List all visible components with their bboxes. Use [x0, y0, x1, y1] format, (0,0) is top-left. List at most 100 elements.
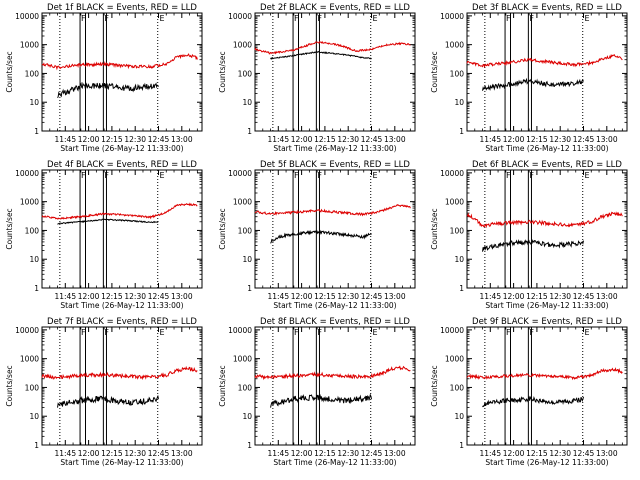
x-tick-label: 12:45 — [361, 292, 383, 301]
flag-label: F — [506, 14, 511, 23]
y-tick-label: 100 — [238, 383, 253, 392]
x-tick-label: 11:45 — [54, 135, 76, 144]
y-axis-label: Counts/sec — [218, 208, 227, 249]
x-tick-label: 12:15 — [314, 292, 336, 301]
plot-frame — [41, 169, 203, 289]
y-tick-label: 10 — [454, 98, 464, 107]
y-axis-label: Counts/sec — [430, 208, 439, 249]
y-tick-label: 10000 — [440, 326, 464, 335]
x-tick-label: 12:45 — [573, 449, 595, 458]
y-tick-label: 10000 — [15, 169, 39, 178]
y-tick-label: 100 — [450, 226, 465, 235]
panel-title: Det 8f BLACK = Events, RED = LLD — [260, 317, 410, 327]
flag-label: F — [294, 14, 299, 23]
y-axis-label: Counts/sec — [218, 365, 227, 406]
series-events-line — [482, 77, 584, 91]
y-tick-label: 1 — [34, 284, 39, 293]
y-tick-label: 1 — [459, 284, 464, 293]
series-events-line — [270, 393, 372, 408]
y-tick-label: 10000 — [440, 169, 464, 178]
x-tick-label: 11:45 — [479, 292, 501, 301]
y-axis-label: Counts/sec — [218, 51, 227, 92]
x-tick-label: 12:00 — [503, 135, 525, 144]
panel-title: Det 3f BLACK = Events, RED = LLD — [472, 3, 622, 13]
plot-frame — [41, 326, 203, 446]
flag-label: F — [294, 171, 299, 180]
flag-label: E — [160, 14, 165, 23]
y-tick-label: 1000 — [233, 198, 252, 207]
flag-label: F — [104, 328, 109, 337]
x-tick-label: 12:00 — [78, 449, 100, 458]
y-tick-label: 1 — [247, 441, 252, 450]
y-axis-label: Counts/sec — [430, 51, 439, 92]
flag-label: F — [529, 328, 534, 337]
x-axis-label: Start Time (26-May-12 11:33:00) — [60, 144, 183, 153]
y-tick-label: 1 — [247, 284, 252, 293]
series-lld-line — [466, 367, 623, 381]
x-tick-label: 12:00 — [291, 449, 313, 458]
x-tick-label: 12:30 — [549, 292, 571, 301]
x-tick-label: 12:15 — [314, 135, 336, 144]
x-axis-label: Start Time (26-May-12 11:33:00) — [273, 144, 396, 153]
panel-title: Det 4f BLACK = Events, RED = LLD — [47, 160, 197, 170]
plot-frame — [466, 12, 628, 132]
x-tick-label: 13:00 — [596, 135, 618, 144]
plot-frame — [466, 326, 628, 446]
y-axis-label: Counts/sec — [430, 365, 439, 406]
series-lld-line — [41, 365, 198, 381]
x-tick-label: 11:45 — [479, 449, 501, 458]
y-tick-label: 1000 — [445, 41, 464, 50]
x-tick-label: 12:00 — [78, 292, 100, 301]
series-lld-line — [254, 204, 411, 217]
flag-label: F — [317, 171, 322, 180]
x-tick-label: 12:00 — [291, 135, 313, 144]
x-tick-label: 12:15 — [101, 292, 123, 301]
series-events-line — [482, 238, 584, 252]
y-tick-label: 1000 — [445, 198, 464, 207]
series-lld-line — [41, 53, 198, 71]
detector-panel-7: Det 7f BLACK = Events, RED = LLD 1 10 100 10… — [5, 317, 203, 467]
x-tick-label: 12:15 — [526, 449, 548, 458]
x-tick-label: 12:15 — [526, 135, 548, 144]
y-axis-label: Counts/sec — [5, 51, 14, 92]
detector-panel-6: Det 6f BLACK = Events, RED = LLD 1 10 100 10… — [430, 160, 628, 310]
flag-label: F — [104, 14, 109, 23]
x-tick-label: 12:30 — [124, 135, 146, 144]
detector-panel-9: Det 9f BLACK = Events, RED = LLD 1 10 100 10… — [430, 317, 628, 467]
x-tick-label: 12:15 — [101, 135, 123, 144]
plot-frame — [254, 12, 416, 132]
x-axis-label: Start Time (26-May-12 11:33:00) — [273, 301, 396, 310]
detector-panel-1: Det 1f BLACK = Events, RED = LLD 1 10 100 10… — [5, 3, 203, 153]
detector-panel-3: Det 3f BLACK = Events, RED = LLD 1 10 100 10… — [430, 3, 628, 153]
flag-label: F — [506, 171, 511, 180]
x-tick-label: 12:15 — [101, 449, 123, 458]
x-axis-label: Start Time (26-May-12 11:33:00) — [485, 144, 608, 153]
x-tick-label: 13:00 — [171, 449, 193, 458]
x-tick-label: 12:30 — [124, 449, 146, 458]
x-tick-label: 11:45 — [54, 292, 76, 301]
y-tick-label: 1 — [459, 127, 464, 136]
x-tick-label: 12:30 — [549, 135, 571, 144]
flag-label: F — [294, 328, 299, 337]
x-tick-label: 12:30 — [337, 449, 359, 458]
y-axis-label: Counts/sec — [5, 365, 14, 406]
y-tick-label: 10000 — [15, 326, 39, 335]
flag-label: E — [160, 171, 165, 180]
x-tick-label: 12:45 — [148, 135, 170, 144]
panel-title: Det 9f BLACK = Events, RED = LLD — [472, 317, 622, 327]
x-axis-label: Start Time (26-May-12 11:33:00) — [485, 458, 608, 467]
x-axis-label: Start Time (26-May-12 11:33:00) — [485, 301, 608, 310]
y-tick-label: 1 — [34, 441, 39, 450]
plot-frame — [254, 326, 416, 446]
y-tick-label: 1 — [34, 127, 39, 136]
y-tick-label: 100 — [25, 69, 40, 78]
x-axis-label: Start Time (26-May-12 11:33:00) — [60, 301, 183, 310]
flag-label: F — [506, 328, 511, 337]
panel-title: Det 7f BLACK = Events, RED = LLD — [47, 317, 197, 327]
flag-label: F — [317, 14, 322, 23]
y-tick-label: 1000 — [233, 355, 252, 364]
y-tick-label: 100 — [238, 69, 253, 78]
series-lld-line — [254, 40, 411, 55]
y-tick-label: 100 — [25, 226, 40, 235]
